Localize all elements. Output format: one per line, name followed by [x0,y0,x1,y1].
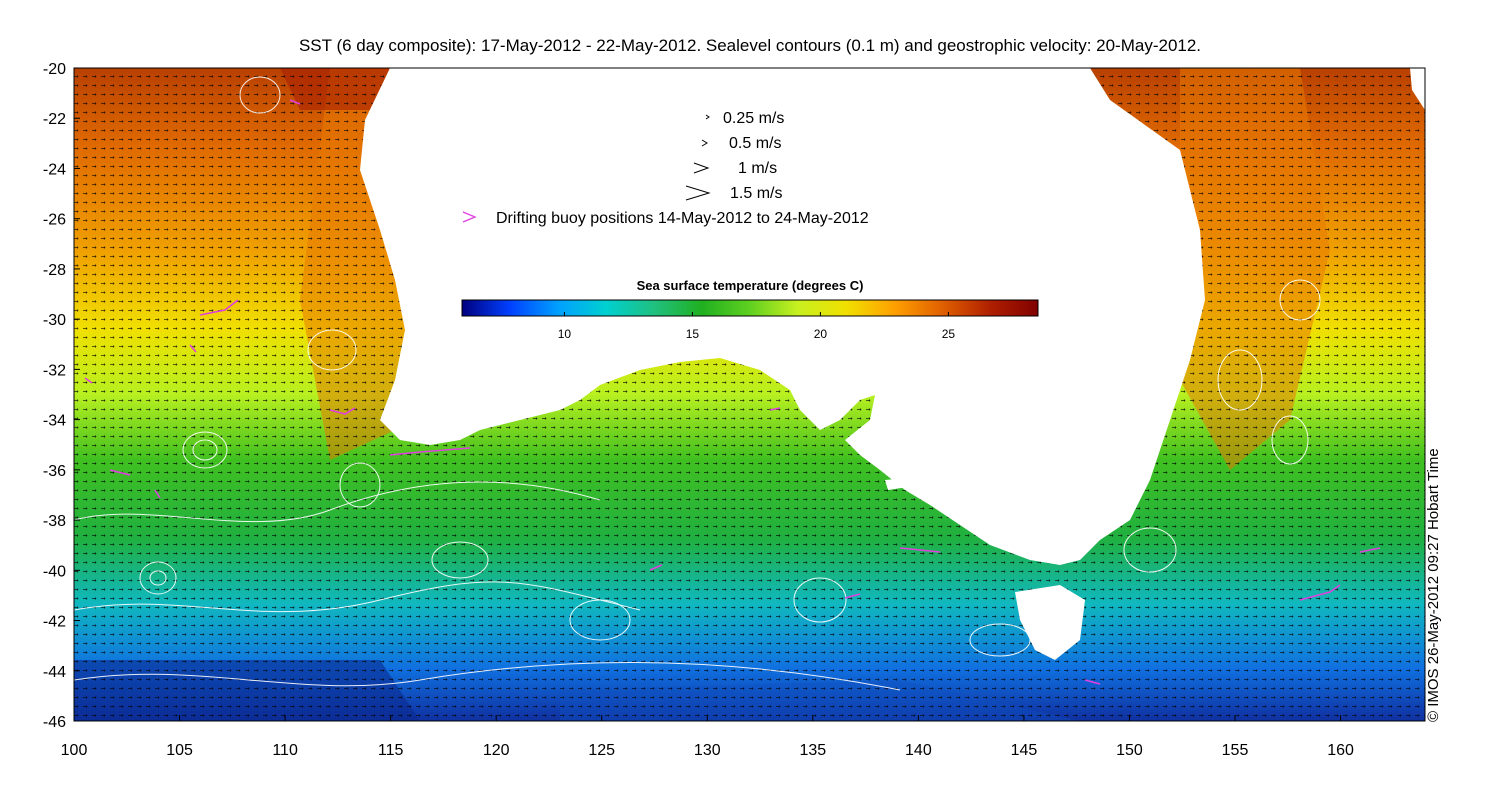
y-tick-label: -32 [43,362,66,379]
y-axis: -20 -22 -24 -26 -28 -30 -32 -34 -36 -38 -40 -42 -44 -… [43,61,80,731]
legend-label-1: 1 m/s [738,160,777,177]
y-tick-label: -22 [43,111,66,128]
x-tick-label: 110 [272,742,298,759]
colorbar-tick-label: 20 [814,327,828,341]
y-tick-label: -40 [43,563,66,580]
arrow-0-5-icon [701,139,708,147]
velocity-legend: 0.25 m/s 0.5 m/s 1 m/s 1.5 m/s Drifting … [462,110,869,227]
new-zealand-north-edge [1410,68,1425,110]
y-tick-label: -20 [43,61,66,78]
x-tick-label: 120 [483,742,510,759]
colorbar-title: Sea surface temperature (degrees C) [637,278,864,293]
buoy-tracks [84,99,1381,685]
y-tick-label: -34 [43,413,66,430]
x-tick-label: 145 [1011,742,1038,759]
arrow-0-25-icon [705,114,710,120]
x-tick-label: 105 [166,742,193,759]
x-tick-label: 150 [1116,742,1143,759]
x-tick-label: 160 [1327,742,1354,759]
y-tick-label: -44 [43,664,66,681]
x-axis: 100 105 110 115 120 125 130 135 140 145 150 155 160 [61,715,1354,759]
x-tick-label: 140 [905,742,932,759]
legend-label-1-5: 1.5 m/s [730,185,782,202]
plot-frame [73,67,1426,722]
legend-label-0-25: 0.25 m/s [723,110,784,127]
map-title: SST (6 day composite): 17-May-2012 - 22-… [298,36,1202,55]
colorbar-ticks: 10 15 20 25 [558,312,956,341]
kangaroo-island [885,478,908,490]
x-tick-label: 155 [1222,742,1249,759]
sealevel-contours [74,76,1321,691]
y-tick-label: -30 [43,312,66,329]
legend-label-0-5: 0.5 m/s [729,135,781,152]
colorbar: Sea surface temperature (degrees C) 10 15… [461,278,1039,341]
tasmania [1015,585,1085,660]
x-tick-label: 125 [588,742,615,759]
y-tick-label: -46 [43,714,66,731]
imos-credit: © IMOS 26-May-2012 09:27 Hobart Time [1425,448,1442,722]
arrow-1-icon [693,162,710,174]
colorbar-bar [461,299,1039,317]
colorbar-tick-label: 10 [558,327,572,341]
colorbar-tick-label: 25 [942,327,956,341]
legend-label-buoys: Drifting buoy positions 14-May-2012 to 2… [496,210,869,227]
arrow-1-5-icon [685,185,711,201]
y-tick-label: -26 [43,212,66,229]
y-tick-label: -42 [43,614,66,631]
buoy-marker-icon [462,211,477,223]
x-tick-label: 135 [799,742,826,759]
y-tick-label: -36 [43,463,66,480]
colorbar-tick-label: 15 [686,327,700,341]
y-tick-label: -28 [43,262,66,279]
x-tick-label: 115 [378,742,404,759]
x-tick-label: 100 [61,742,88,759]
y-tick-label: -38 [43,513,66,530]
x-tick-label: 130 [694,742,721,759]
y-tick-label: -24 [43,161,66,178]
